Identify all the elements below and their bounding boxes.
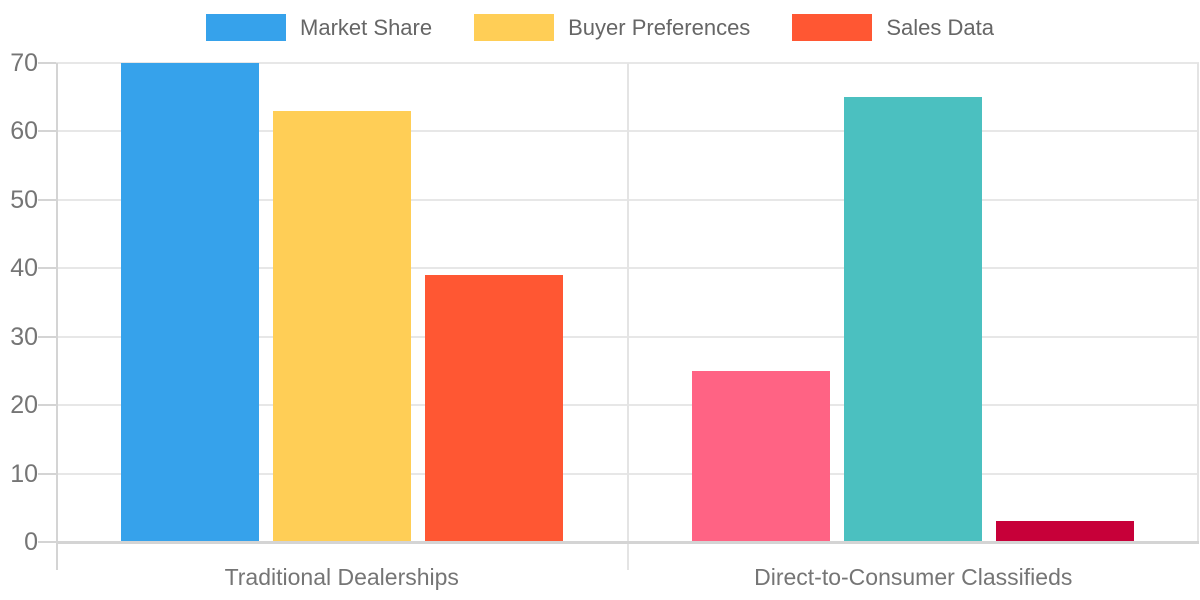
y-axis-tick — [38, 541, 56, 543]
y-axis-tick — [38, 267, 56, 270]
y-tick-label: 60 — [10, 117, 38, 146]
plot-right-border — [1197, 63, 1199, 542]
bar-direct-to-consumer-classifieds-market-share — [692, 370, 831, 542]
y-tick-label: 70 — [10, 49, 38, 77]
y-tick-label: 0 — [24, 528, 38, 556]
y-axis-tick — [38, 130, 56, 133]
legend-swatch-buyer-preferences — [474, 14, 555, 41]
y-axis-tick — [38, 404, 56, 407]
y-tick-label: 10 — [10, 459, 38, 488]
category-separator-gridline — [626, 63, 629, 570]
legend-label: Market Share — [300, 14, 433, 40]
bar-direct-to-consumer-classifieds-buyer-preferences — [844, 97, 983, 542]
y-axis-tick — [38, 62, 56, 64]
y-tick-label: 30 — [10, 322, 38, 351]
legend-item-buyer-preferences[interactable]: Buyer Preferences — [474, 14, 750, 41]
x-category-label-traditional-dealerships: Traditional Dealerships — [224, 564, 459, 590]
legend-label: Buyer Preferences — [568, 14, 751, 40]
y-axis-line — [56, 63, 58, 570]
bar-direct-to-consumer-classifieds-sales-data — [996, 521, 1135, 542]
bar-traditional-dealerships-sales-data — [424, 275, 563, 542]
y-tick-label: 40 — [10, 254, 38, 283]
legend-swatch-sales-data — [792, 14, 873, 41]
x-category-label-direct-to-consumer-classifieds: Direct-to-Consumer Classifieds — [754, 564, 1073, 590]
bar-traditional-dealerships-market-share — [120, 63, 259, 542]
y-axis-tick — [38, 198, 56, 201]
legend-item-sales-data[interactable]: Sales Data — [792, 14, 994, 41]
chart-legend: Market Share Buyer Preferences Sales Data — [0, 14, 1200, 41]
bar-traditional-dealerships-buyer-preferences — [272, 110, 411, 542]
legend-label: Sales Data — [886, 14, 994, 40]
y-tick-label: 50 — [10, 185, 38, 214]
legend-item-market-share[interactable]: Market Share — [206, 14, 432, 41]
y-tick-label: 20 — [10, 391, 38, 420]
y-axis-tick — [38, 335, 56, 338]
y-axis-tick — [38, 472, 56, 475]
legend-swatch-market-share — [206, 14, 287, 41]
x-axis-line — [56, 541, 1199, 544]
